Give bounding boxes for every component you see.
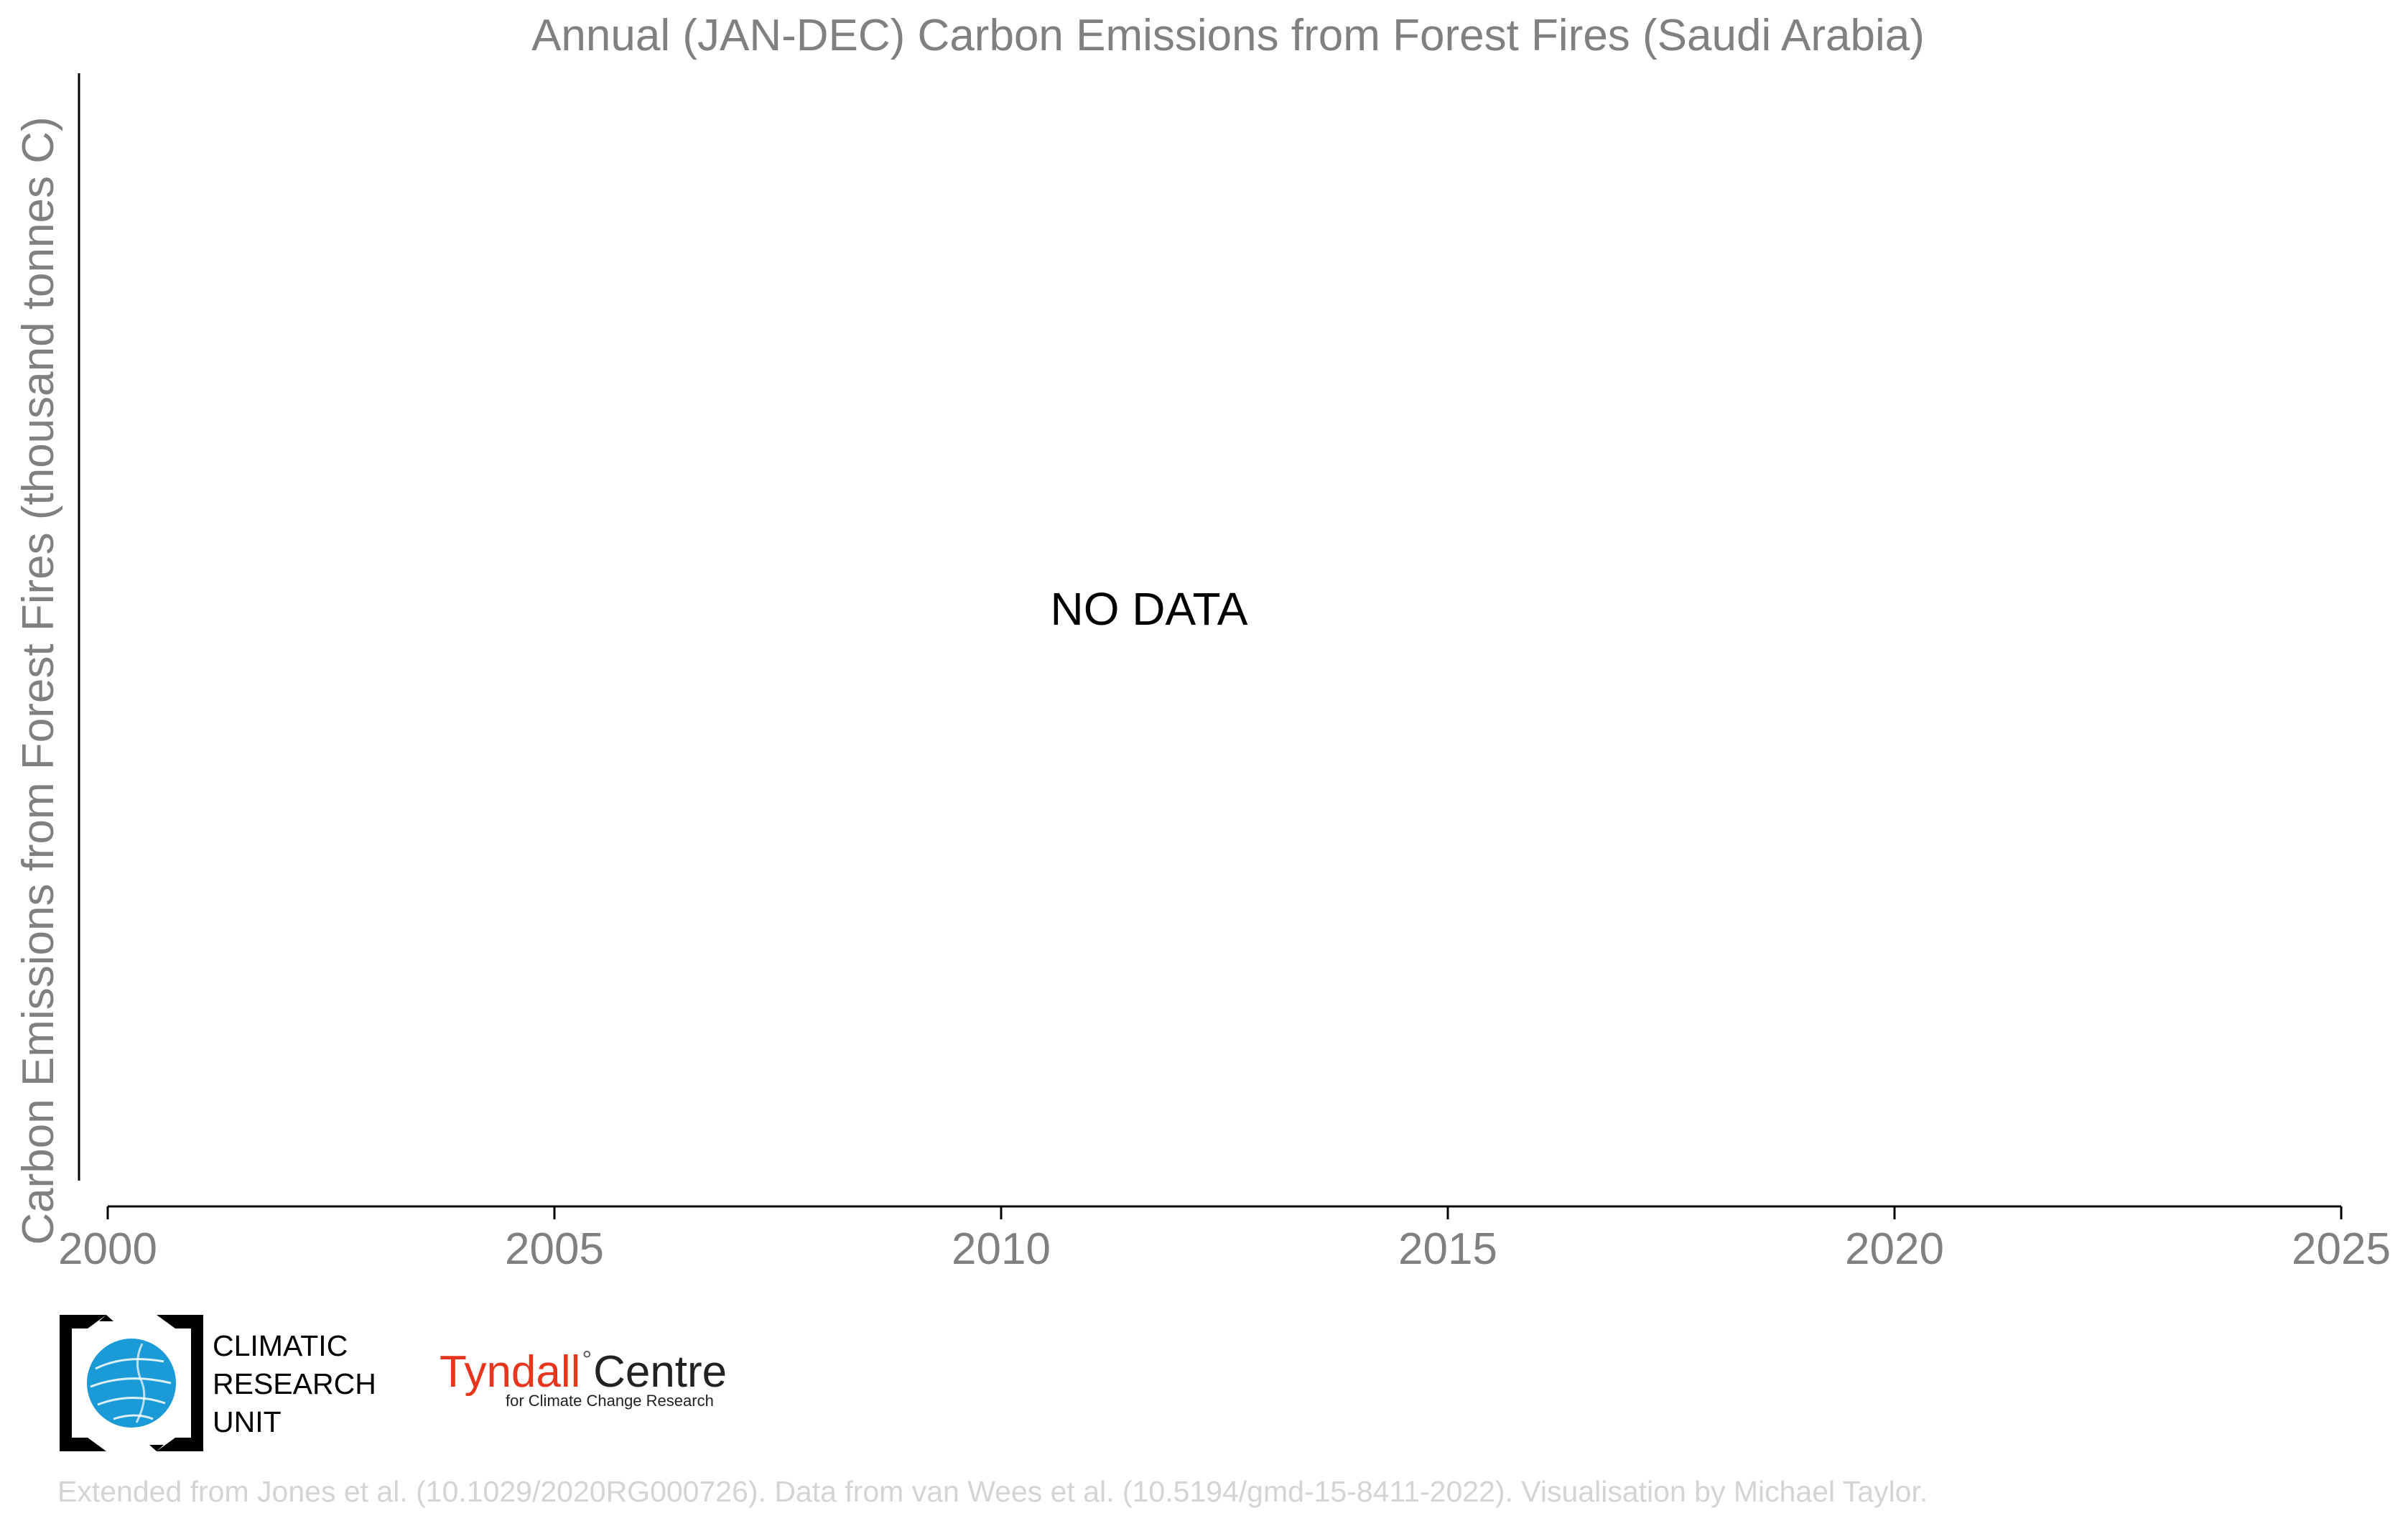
x-tick-label: 2015 bbox=[1398, 1224, 1497, 1274]
x-tick-label: 2010 bbox=[952, 1224, 1051, 1274]
tyndall-degree: ° bbox=[582, 1346, 592, 1374]
tyndall-subtitle: for Climate Change Research bbox=[506, 1392, 714, 1410]
cru-line-1: CLIMATIC bbox=[213, 1329, 348, 1362]
x-tick-label: 2020 bbox=[1845, 1224, 1944, 1274]
credits-footer: Extended from Jones et al. (10.1029/2020… bbox=[57, 1475, 1928, 1508]
chart-title: Annual (JAN-DEC) Carbon Emissions from F… bbox=[531, 11, 1925, 60]
y-axis-label: Carbon Emissions from Forest Fires (thou… bbox=[14, 116, 63, 1244]
cru-line-2: RESEARCH bbox=[213, 1367, 376, 1400]
x-tick-label: 2005 bbox=[505, 1224, 604, 1274]
x-tick-label: 2025 bbox=[2292, 1224, 2391, 1274]
tyndall-name: Tyndall bbox=[440, 1347, 581, 1397]
cru-logo bbox=[56, 1311, 207, 1455]
tyndall-centre: Centre bbox=[593, 1347, 727, 1397]
x-tick-label: 2000 bbox=[58, 1224, 157, 1274]
x-axis: 2000 2005 2010 2015 2020 2025 bbox=[58, 1205, 2391, 1274]
cru-globe-icon bbox=[60, 1315, 203, 1451]
cru-wordmark: CLIMATIC RESEARCH UNIT bbox=[213, 1327, 376, 1441]
no-data-annotation: NO DATA bbox=[1051, 583, 1248, 635]
cru-line-3: UNIT bbox=[213, 1405, 282, 1438]
tyndall-logo: Tyndall°Centre for Climate Change Resear… bbox=[440, 1337, 727, 1410]
